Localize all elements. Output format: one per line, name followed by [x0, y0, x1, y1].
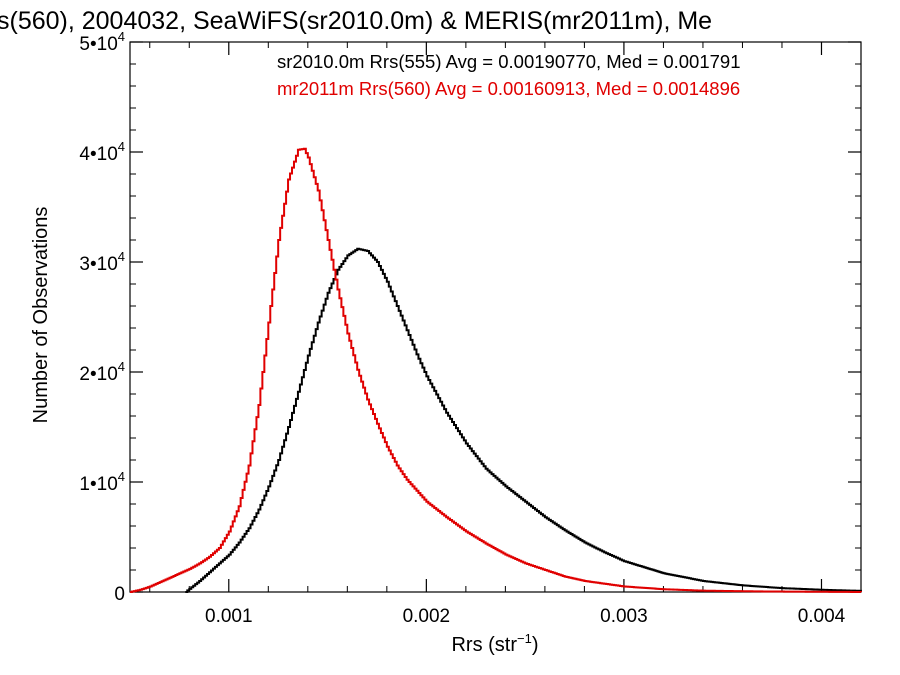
y-axis-label: Number of Observations	[30, 207, 52, 424]
chart-title: s(560), 2004032, SeaWiFS(sr2010.0m) & ME…	[0, 7, 712, 35]
y-tick-label-exponent: 4	[118, 29, 125, 44]
plot-area	[129, 41, 862, 593]
y-tick-label: 0	[114, 584, 125, 605]
x-tick-label: 0.001	[205, 606, 253, 627]
x-axis-label-exponent: −1	[517, 631, 532, 646]
y-tick-label: 2•104	[79, 359, 125, 385]
series-group	[130, 147, 862, 593]
legend: sr2010.0m Rrs(555) Avg = 0.00190770, Med…	[277, 51, 741, 99]
legend-entry-sr2010: sr2010.0m Rrs(555) Avg = 0.00190770, Med…	[277, 51, 741, 72]
y-tick-label: 5•104	[79, 29, 125, 55]
y-tick-label-exponent: 4	[118, 359, 125, 374]
x-axis-label-suffix: )	[532, 634, 539, 656]
y-tick-label-exponent: 4	[118, 139, 125, 154]
series-line-0	[185, 247, 862, 593]
plot-frame	[129, 41, 862, 593]
y-tick-label-mantissa: 1•10	[79, 474, 117, 495]
x-axis-label-main: Rrs (str	[451, 634, 517, 656]
y-tick-label: 4•104	[79, 139, 125, 165]
y-tick-label-exponent: 4	[118, 469, 125, 484]
tick-labels: 0.001 0.002 0.003 0.00401•1042•1043•1044•10…	[79, 29, 845, 627]
series-line-1	[130, 147, 862, 593]
y-tick-label-mantissa: 4•10	[79, 144, 117, 165]
legend-entry-mr2011: mr2011m Rrs(560) Avg = 0.00160913, Med =…	[277, 78, 740, 99]
y-tick-label-mantissa: 2•10	[79, 364, 117, 385]
y-tick-label-mantissa: 5•10	[79, 34, 117, 55]
y-tick-label: 1•104	[79, 469, 125, 495]
x-tick-label: 0.002	[403, 606, 451, 627]
y-tick-label: 3•104	[79, 249, 125, 275]
y-tick-label-mantissa: 3•10	[79, 254, 117, 275]
x-tick-label: 0.004	[798, 606, 846, 627]
x-tick-label: 0.003	[600, 606, 648, 627]
y-tick-label-mantissa: 0	[114, 584, 125, 605]
x-axis-label: Rrs (str−1)	[451, 631, 538, 656]
y-tick-label-exponent: 4	[118, 249, 125, 264]
